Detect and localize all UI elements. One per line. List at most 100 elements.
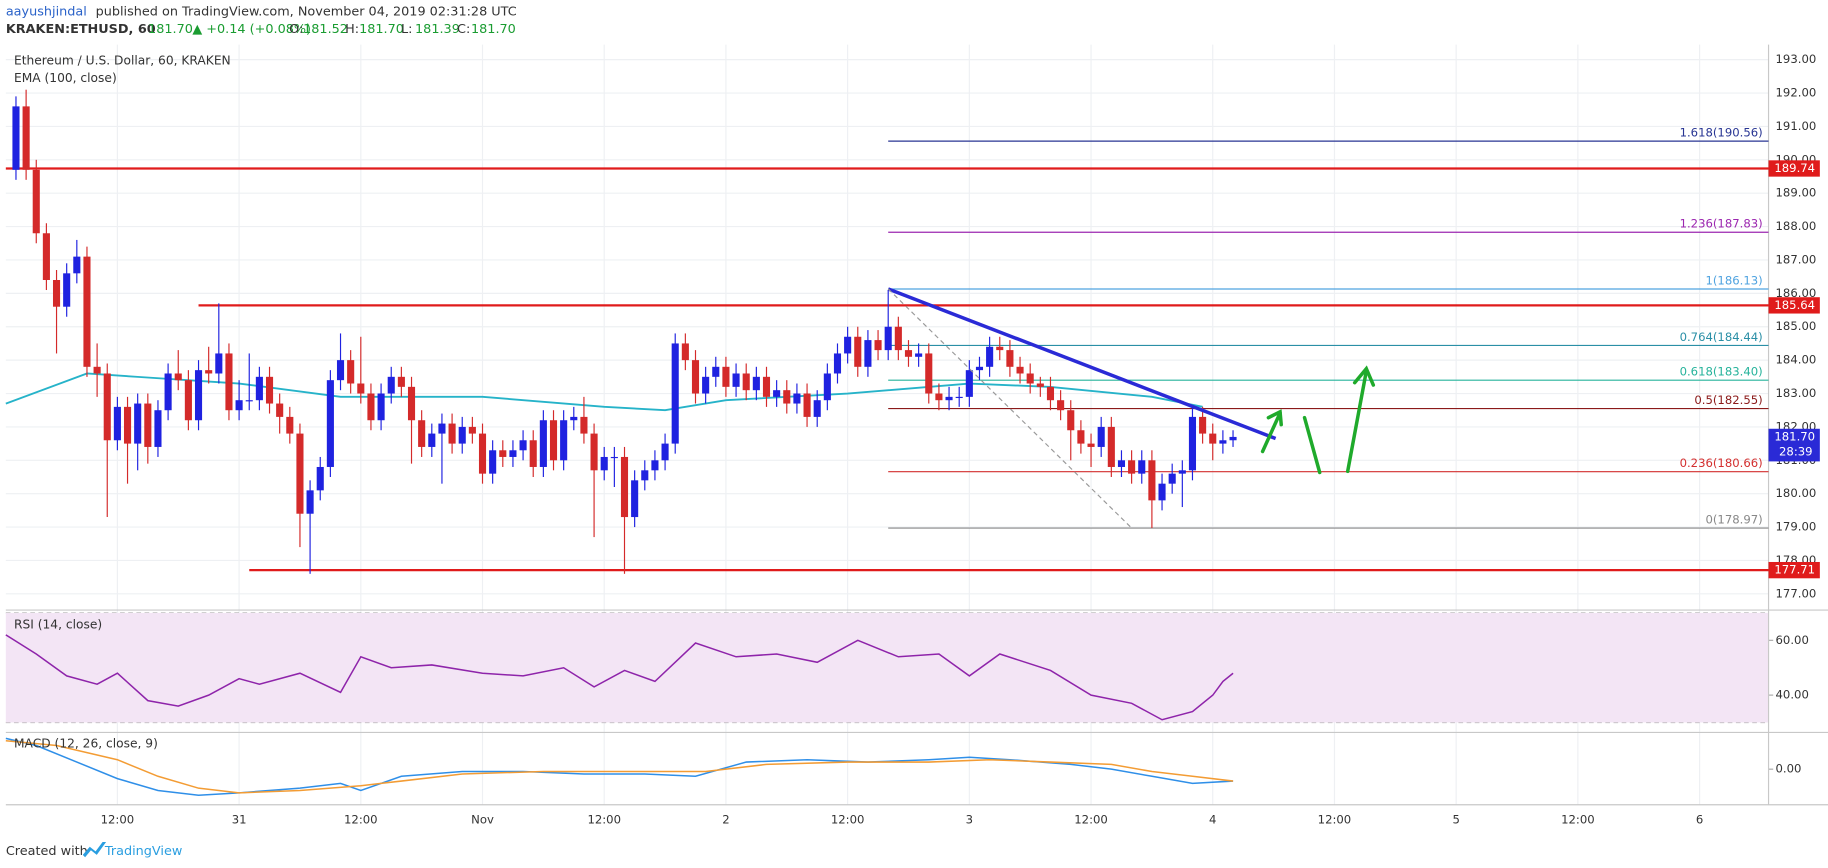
- y-tick-label: 191.00: [1776, 119, 1817, 133]
- price-label: 185.64: [1774, 298, 1815, 312]
- candle-body: [854, 336, 862, 367]
- candle-body: [986, 346, 994, 367]
- price-label-bg: [1768, 297, 1820, 314]
- candle-body: [73, 256, 81, 274]
- rsi-band: [5, 612, 1769, 723]
- price-label: 189.74: [1774, 161, 1815, 175]
- candle-body: [762, 376, 771, 397]
- candle-body: [205, 370, 213, 374]
- price-label: 177.71: [1774, 563, 1815, 577]
- footer-brand[interactable]: TradingView: [104, 844, 182, 859]
- arrow: [1260, 411, 1282, 454]
- candle-body: [509, 450, 517, 457]
- last-price-bg: [1768, 428, 1820, 462]
- countdown: 28:39: [1779, 445, 1813, 459]
- candle-body: [448, 423, 456, 444]
- candle-body: [610, 456, 618, 459]
- candle-body: [1178, 470, 1186, 474]
- ohlc-value: 181.39: [415, 22, 460, 37]
- candle-body: [783, 390, 791, 404]
- fib-label: 0(178.97): [1705, 512, 1762, 526]
- y-tick-label: 183.00: [1776, 386, 1817, 400]
- published: published on TradingView.com, November 0…: [96, 4, 517, 19]
- candle-body: [428, 433, 436, 447]
- x-tick-label: 12:00: [831, 812, 865, 826]
- x-tick-label: 2: [722, 812, 729, 826]
- symbol: KRAKEN:ETHUSD, 60: [6, 22, 156, 37]
- candle-body: [702, 376, 710, 394]
- candle-body: [265, 376, 274, 404]
- indicator-line: [5, 634, 1234, 721]
- candle-body: [742, 373, 750, 391]
- candle-body: [641, 470, 649, 481]
- candle-body: [499, 450, 507, 457]
- candle-body: [397, 376, 405, 387]
- author[interactable]: aayushjindal: [6, 4, 87, 19]
- candle-body: [367, 393, 375, 421]
- candle-body: [773, 390, 781, 397]
- x-tick-label: 12:00: [1074, 812, 1108, 826]
- candle-body: [164, 373, 172, 411]
- candle-body: [671, 343, 679, 444]
- brand-logo: [82, 842, 107, 858]
- y-tick-label: 189.00: [1776, 186, 1817, 200]
- y-tick-label: 40.00: [1776, 688, 1809, 702]
- y-tick-label: 193.00: [1776, 52, 1817, 66]
- candle-body: [215, 353, 223, 374]
- candle-body: [1057, 400, 1065, 411]
- candle-body: [813, 400, 821, 417]
- x-tick-label: 12:00: [101, 812, 135, 826]
- candle-body: [1117, 460, 1126, 467]
- candle-body: [174, 373, 182, 381]
- candle-body: [336, 360, 345, 381]
- candle-body: [570, 416, 578, 421]
- x-tick-label: 31: [232, 812, 247, 826]
- candle-body: [438, 423, 446, 434]
- change: ▲ +0.14 (+0.08%): [192, 22, 311, 37]
- candle-body: [1199, 416, 1207, 434]
- candle-body: [326, 380, 334, 467]
- candle-body: [975, 366, 984, 371]
- candle-body: [83, 256, 91, 367]
- candle-body: [245, 400, 253, 402]
- candle-body: [103, 373, 111, 441]
- candle-body: [235, 400, 243, 411]
- x-tick-label: 6: [1696, 812, 1703, 826]
- indicator-line: [5, 737, 1234, 797]
- candle-body: [722, 366, 730, 387]
- y-tick-label: 180.00: [1776, 486, 1817, 500]
- ohlc-label: O:: [289, 22, 303, 37]
- macd-title: MACD (12, 26, close, 9): [14, 737, 158, 751]
- y-tick-label: 192.00: [1776, 86, 1817, 100]
- candle-body: [935, 393, 943, 401]
- candle-body: [306, 490, 314, 514]
- candle-body: [600, 456, 608, 471]
- candle-body: [965, 370, 973, 397]
- x-tick-label: 12:00: [344, 812, 378, 826]
- y-tick-label: 60.00: [1776, 633, 1809, 647]
- candle-body: [844, 336, 852, 354]
- fib-label: 0.5(182.55): [1694, 393, 1762, 407]
- candle-body: [732, 373, 740, 387]
- ohlc-value: 181.70: [359, 22, 404, 37]
- y-tick-label: 177.00: [1776, 586, 1817, 600]
- price-label-bg: [1768, 561, 1820, 579]
- candle-body: [468, 426, 476, 434]
- arrow: [1345, 369, 1369, 474]
- candle-body: [194, 370, 203, 421]
- candle-body: [184, 380, 192, 421]
- candle-body: [32, 169, 40, 234]
- candle-body: [357, 383, 365, 394]
- candle-body: [590, 433, 598, 471]
- candle-body: [752, 376, 760, 391]
- candle-body: [793, 393, 801, 404]
- ohlc-label: H:: [345, 22, 359, 37]
- fib-label: 0.236(180.66): [1680, 456, 1763, 470]
- indicator-line: [5, 739, 1234, 794]
- candle-body: [519, 440, 527, 451]
- candle-body: [1128, 460, 1136, 474]
- candle-body: [296, 433, 304, 514]
- y-tick-label: 187.00: [1776, 252, 1817, 266]
- candle-body: [549, 420, 558, 461]
